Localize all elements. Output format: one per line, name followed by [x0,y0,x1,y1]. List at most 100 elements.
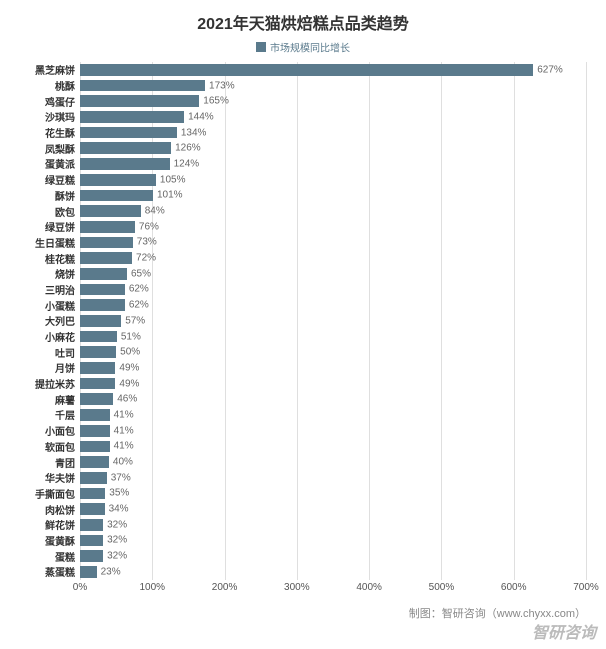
bar-track: 62% [80,297,586,313]
x-axis-spacer [20,582,80,596]
bar-track: 49% [80,376,586,392]
bar-track: 50% [80,344,586,360]
y-axis-label: 吐司 [20,345,80,360]
y-axis-label: 肉松饼 [20,502,80,517]
bar-value-label: 126% [175,143,201,154]
bar-track: 46% [80,391,586,407]
bar-row: 蒸蛋糕23% [20,564,586,580]
y-axis-label: 提拉米苏 [20,376,80,391]
x-axis-ticks: 0%100%200%300%400%500%600%700% [80,582,586,596]
bar-row: 月饼 49% [20,360,586,376]
y-axis-label: 绿豆糕 [20,172,80,187]
bar-row: 凤梨酥 126% [20,140,586,156]
bar-row: 烧饼65% [20,266,586,282]
chart-container: 2021年天猫烘焙糕点品类趋势 市场规模同比增长 黑芝麻饼 627% 桃酥 173% 鸡… [0,0,606,649]
bar-track: 126% [80,140,586,156]
y-axis-label: 沙琪玛 [20,109,80,124]
legend-label: 市场规模同比增长 [270,43,350,54]
bar [80,111,184,123]
bar-track: 23% [80,564,586,580]
y-axis-label: 黑芝麻饼 [20,62,80,77]
x-tick-label: 0% [73,582,87,593]
bar-track: 40% [80,454,586,470]
bar-value-label: 40% [113,457,133,468]
bar-row: 麻薯 46% [20,391,586,407]
bar-value-label: 101% [157,190,183,201]
bar [80,299,125,311]
y-axis-label: 麻薯 [20,392,80,407]
bar [80,158,170,170]
bar-track: 105% [80,172,586,188]
bar-value-label: 134% [181,127,207,138]
bar-track: 144% [80,109,586,125]
y-axis-label: 绿豆饼 [20,219,80,234]
bar-value-label: 41% [114,425,134,436]
y-axis-label: 月饼 [20,360,80,375]
bar-row: 华夫饼37% [20,470,586,486]
bar-row: 手撕面包 35% [20,486,586,502]
bar-value-label: 73% [137,237,157,248]
y-axis-label: 凤梨酥 [20,141,80,156]
bar-row: 蛋黄派124% [20,156,586,172]
bar-value-label: 35% [109,488,129,499]
bar-track: 32% [80,517,586,533]
bar-value-label: 76% [139,221,159,232]
chart-title: 2021年天猫烘焙糕点品类趋势 [20,10,586,34]
bar-row: 吐司 50% [20,344,586,360]
bar-value-label: 144% [188,111,214,122]
bar-value-label: 124% [174,158,200,169]
y-axis-label: 欧包 [20,204,80,219]
bar-track: 41% [80,407,586,423]
bar-row: 大列巴57% [20,313,586,329]
y-axis-label: 花生酥 [20,125,80,140]
bar [80,441,110,453]
x-tick-label: 600% [501,582,527,593]
bar-value-label: 627% [537,64,563,75]
bar-value-label: 32% [107,519,127,530]
bar [80,190,153,202]
bar-row: 生日蛋糕73% [20,235,586,251]
x-axis: 0%100%200%300%400%500%600%700% [20,582,586,596]
bar [80,519,103,531]
bar-value-label: 173% [209,80,235,91]
bar-value-label: 49% [119,362,139,373]
bar [80,362,115,374]
bar [80,488,105,500]
bar-value-label: 41% [114,409,134,420]
bar-value-label: 57% [125,315,145,326]
bar-row: 花生酥 134% [20,125,586,141]
bar [80,237,133,249]
y-axis-label: 千层 [20,407,80,422]
plot-area: 黑芝麻饼627%桃酥173%鸡蛋仔165%沙琪玛144%花生酥134%凤梨酥12… [20,62,586,580]
bar [80,174,156,186]
bar [80,127,177,139]
bar [80,409,110,421]
bar [80,142,171,154]
bar-value-label: 65% [131,268,151,279]
bar-value-label: 46% [117,394,137,405]
y-axis-label: 桃酥 [20,78,80,93]
y-axis-label: 手撕面包 [20,486,80,501]
bar-track: 173% [80,78,586,94]
bar-row: 绿豆饼 76% [20,219,586,235]
bar-row: 小面包41% [20,423,586,439]
bar-track: 101% [80,188,586,204]
bar [80,425,110,437]
bar-row: 千层 41% [20,407,586,423]
y-axis-label: 桂花糕 [20,251,80,266]
bar-row: 沙琪玛 144% [20,109,586,125]
bar-track: 84% [80,203,586,219]
bar [80,331,117,343]
bar-value-label: 50% [120,347,140,358]
x-tick-label: 500% [429,582,455,593]
bar [80,205,141,217]
bar [80,503,105,515]
y-axis-label: 三明治 [20,282,80,297]
bar-row: 绿豆糕105% [20,172,586,188]
bar [80,80,205,92]
y-axis-label: 鸡蛋仔 [20,94,80,109]
bar-track: 62% [80,282,586,298]
bar-row: 肉松饼34% [20,501,586,517]
y-axis-label: 华夫饼 [20,470,80,485]
bar-row: 小蛋糕62% [20,297,586,313]
